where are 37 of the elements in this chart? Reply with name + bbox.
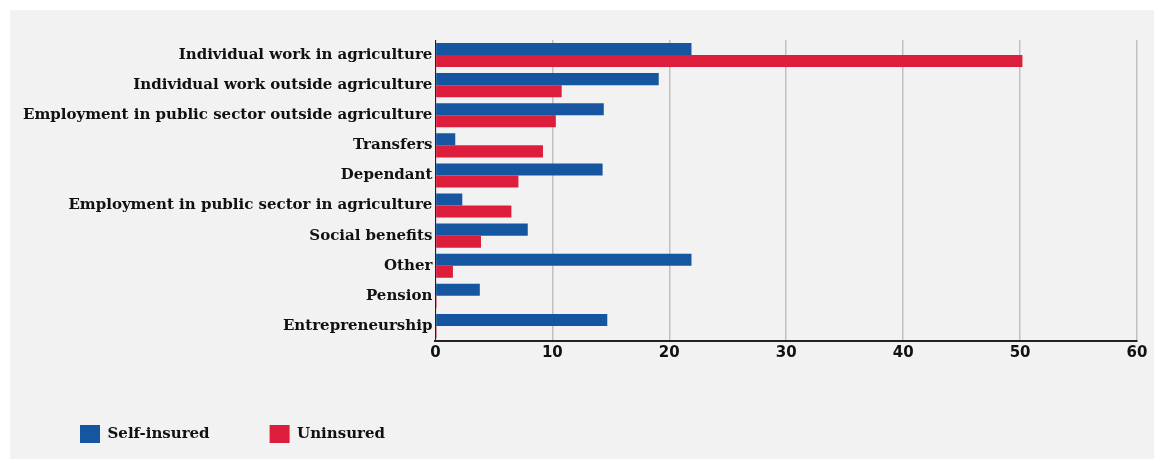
x-tick-label: 20 xyxy=(658,342,680,361)
bar xyxy=(436,175,519,188)
bar xyxy=(436,205,512,218)
y-tick-label: Employment in public sector outside agriculture xyxy=(23,105,433,124)
bar xyxy=(436,193,463,206)
y-tick-label: Entrepreneurship xyxy=(282,315,433,334)
y-tick-label: Individual work in agriculture xyxy=(178,44,433,63)
bar xyxy=(436,115,556,128)
bar xyxy=(436,283,480,296)
x-tick-label: 60 xyxy=(1126,342,1148,361)
bar xyxy=(436,265,453,278)
y-tick-label: Dependant xyxy=(340,165,433,184)
bar xyxy=(436,73,659,86)
bar xyxy=(436,133,456,146)
x-tick-label: 0 xyxy=(430,342,441,361)
y-tick-label: Employment in public sector in agriculture xyxy=(68,195,433,214)
bar xyxy=(436,55,1023,68)
bar xyxy=(436,103,604,116)
x-tick-label: 40 xyxy=(892,342,914,361)
x-tick-label: 10 xyxy=(541,342,563,361)
legend-label: Self-insured xyxy=(107,423,211,442)
bar xyxy=(436,145,543,158)
bar xyxy=(436,253,692,266)
y-tick-label: Individual work outside agriculture xyxy=(133,75,433,94)
y-tick-label: Transfers xyxy=(353,135,433,154)
bar xyxy=(436,223,528,236)
bar xyxy=(436,235,481,248)
y-tick-label: Pension xyxy=(366,285,433,304)
bar xyxy=(436,313,608,326)
x-tick-label: 50 xyxy=(1009,342,1031,361)
x-tick-label: 30 xyxy=(775,342,797,361)
bar xyxy=(436,43,692,56)
legend-label: Uninsured xyxy=(297,423,386,442)
y-tick-label: Social benefits xyxy=(309,225,433,244)
bar xyxy=(436,163,603,176)
y-tick-label: Other xyxy=(384,255,434,274)
bar xyxy=(436,85,562,98)
